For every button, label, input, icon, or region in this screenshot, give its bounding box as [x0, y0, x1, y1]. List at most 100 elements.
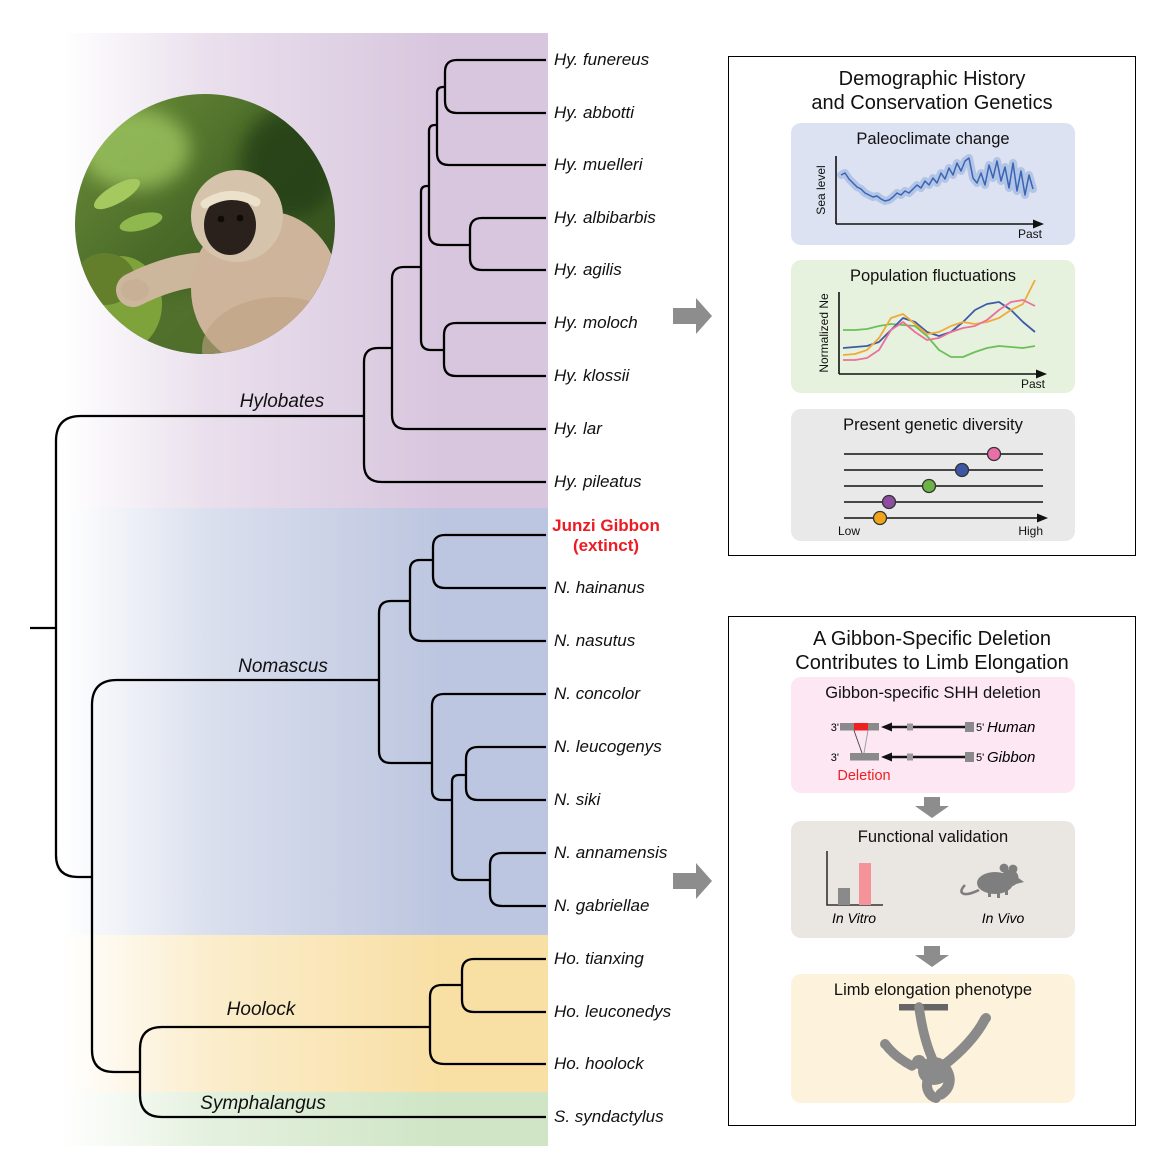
- population-chart: Past Normalized Ne: [817, 279, 1047, 391]
- x-axis-arrowhead: [1033, 219, 1044, 229]
- sea-level-line: [840, 157, 1034, 202]
- gibbon-gene-bar: [850, 753, 879, 761]
- down-arrow-icon: [915, 797, 949, 819]
- tip-label-ho-tianxing: Ho. tianxing: [554, 949, 644, 968]
- sea-level-confidence-band: [837, 154, 1037, 205]
- demography-panel: Demographic History and Conservation Gen…: [728, 56, 1136, 556]
- population-axes: [838, 292, 1036, 375]
- deletion-connector-left: [853, 730, 863, 754]
- diversity-high-label: High: [1018, 524, 1043, 538]
- shh-card-title: Gibbon-specific SHH deletion: [825, 684, 1041, 702]
- tip-label-n-leucogenys: N. leucogenys: [554, 737, 662, 756]
- tip-label-hy-klossii: Hy. klossii: [554, 366, 630, 385]
- deletion-title-line1: A Gibbon-Specific Deletion: [813, 628, 1051, 650]
- tip-label-n-annamensis: N. annamensis: [554, 843, 668, 862]
- gibbon-three-prime: 3': [831, 752, 839, 764]
- deletion-title-line2: Contributes to Limb Elongation: [795, 652, 1069, 674]
- deletion-panel-title: A Gibbon-Specific Deletion Contributes t…: [729, 627, 1135, 675]
- human-exon-marker: [907, 723, 913, 731]
- human-three-prime: 3': [831, 722, 839, 734]
- gibbon-five-prime: 5': [976, 752, 984, 764]
- paleoclimate-x-label: Past: [1018, 227, 1043, 241]
- ne-line-orange: [842, 279, 1036, 356]
- gibbon-exon-marker: [907, 753, 913, 761]
- human-arrowhead: [881, 722, 892, 732]
- human-five-prime-block: [965, 722, 974, 732]
- diversity-card-title: Present genetic diversity: [843, 416, 1023, 434]
- demography-title-line1: Demographic History: [838, 68, 1026, 90]
- tip-label-n-nasutus: N. nasutus: [554, 631, 636, 650]
- phenotype-card-title: Limb elongation phenotype: [833, 981, 1033, 999]
- junzi-name: Junzi Gibbon: [552, 516, 660, 535]
- genus-label-hoolock: Hoolock: [226, 999, 296, 1020]
- sea-level-chart: Past Sea level: [814, 154, 1044, 241]
- tip-label-hy-pileatus: Hy. pileatus: [554, 472, 642, 491]
- diversity-dot-pink: [986, 446, 1002, 462]
- gibbon-silhouette-body: [880, 1013, 991, 1085]
- junzi-status: (extinct): [572, 536, 640, 555]
- ne-line-blue: [842, 301, 1036, 349]
- tip-label-hy-lar: Hy. lar: [554, 419, 602, 438]
- tip-label-junzi-gibbon: Junzi Gibbon (extinct): [551, 516, 661, 556]
- hanging-gibbon-icon: [880, 1002, 991, 1103]
- demography-panel-title: Demographic History and Conservation Gen…: [729, 67, 1135, 115]
- human-five-prime: 5': [976, 722, 984, 734]
- population-card-title: Population fluctuations: [849, 267, 1017, 285]
- validation-graphics: In Vitro In Vivo: [826, 851, 1025, 926]
- deletion-label: Deletion: [837, 768, 890, 784]
- right-arrow-icon: [673, 297, 713, 335]
- down-arrow-icon: [915, 946, 949, 968]
- symphalangus-band: [62, 1092, 548, 1146]
- diversity-chart: Low High: [838, 446, 1048, 538]
- gibbon-five-prime-block: [965, 752, 974, 762]
- diversity-dot-purple: [881, 494, 897, 510]
- deletion-panel: A Gibbon-Specific Deletion Contributes t…: [728, 616, 1136, 1126]
- in-vitro-label: In Vitro: [832, 910, 876, 926]
- shh-deletion-diagram: 3' 5' Human 3' 5' Gibbon: [831, 719, 1036, 784]
- ne-line-green: [843, 323, 1036, 358]
- paleoclimate-card: Past Sea level Paleoclimate change: [791, 123, 1075, 245]
- genus-label-nomascus: Nomascus: [238, 656, 328, 677]
- tip-label-n-siki: N. siki: [554, 790, 601, 809]
- validation-card: In Vitro In Vivo Functional validation: [791, 821, 1075, 938]
- demography-title-line2: and Conservation Genetics: [811, 92, 1053, 114]
- population-y-label: Normalized Ne: [817, 293, 831, 373]
- diversity-lines: [844, 453, 1043, 519]
- tip-label-n-hainanus: N. hainanus: [554, 578, 645, 597]
- tip-label-hy-agilis: Hy. agilis: [554, 260, 622, 279]
- tip-label-hy-funereus: Hy. funereus: [554, 50, 650, 69]
- human-deleted-segment: [854, 723, 868, 731]
- paleoclimate-card-title: Paleoclimate change: [856, 130, 1010, 148]
- gibbon-arrowhead: [881, 752, 892, 762]
- validation-card-title: Functional validation: [857, 828, 1009, 846]
- population-card: Past Normalized Ne Population fluctuatio…: [791, 260, 1075, 393]
- gibbon-photo: [75, 94, 335, 354]
- diversity-dot-blue: [954, 462, 970, 478]
- tip-label-hy-muelleri: Hy. muelleri: [554, 155, 643, 174]
- population-x-label: Past: [1021, 377, 1046, 391]
- diversity-dot-orange: [872, 510, 888, 526]
- gibbon-species-label: Gibbon: [987, 749, 1035, 766]
- diversity-dot-green: [921, 478, 937, 494]
- tip-label-s-syndactylus: S. syndactylus: [554, 1107, 664, 1126]
- bar-gray: [838, 888, 850, 905]
- genus-label-symphalangus: Symphalangus: [200, 1093, 326, 1114]
- gibbon-photo-image: [75, 94, 335, 354]
- diversity-card: Low High Present genetic diversity: [791, 409, 1075, 541]
- in-vivo-label: In Vivo: [982, 910, 1025, 926]
- tip-label-n-gabriellae: N. gabriellae: [554, 896, 650, 915]
- tip-label-ho-leuconedys: Ho. leuconedys: [554, 1002, 672, 1021]
- phenotype-card: Limb elongation phenotype: [791, 974, 1075, 1103]
- bar-pink: [859, 863, 871, 905]
- paleoclimate-y-label: Sea level: [814, 165, 828, 214]
- mouse-icon: [960, 863, 1024, 898]
- diversity-low-label: Low: [838, 524, 860, 538]
- human-species-label: Human: [987, 719, 1035, 736]
- tree-branches: [30, 58, 546, 1119]
- genus-label-hylobates: Hylobates: [239, 391, 325, 412]
- tip-label-hy-moloch: Hy. moloch: [554, 313, 638, 332]
- ne-line-pink: [843, 299, 1036, 361]
- sea-level-axes: [835, 156, 1034, 225]
- right-arrow-icon: [673, 862, 713, 900]
